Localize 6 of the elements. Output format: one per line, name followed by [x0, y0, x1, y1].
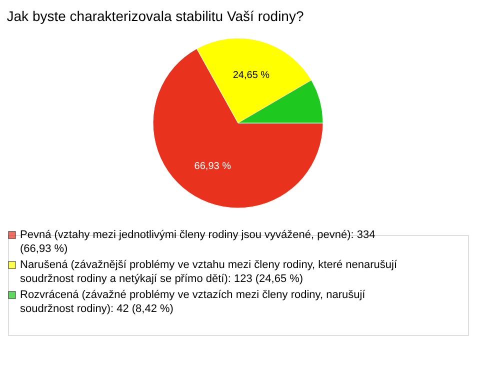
data-label: 66,93 %: [194, 161, 232, 172]
legend-label: Pevná (vztahy mezi jednotlivými členy rodiny jsou vyvážené, pevné): 334 (66,93 %): [20, 229, 376, 255]
chart-title: Jak byste charakterizovala stabilitu Vaší rodiny?: [6, 8, 304, 24]
data-label: 24,65 %: [232, 70, 270, 81]
legend-label: Narušená (závažnější problémy ve vztahu mezi členy rodiny, které nenarušují soudržnost rodiny a netýkají se přímo dětí): 123 (24,65 %): [20, 259, 398, 285]
legend-label: Rozvrácená (závažné problémy ve vztazích mezi členy rodiny, narušují soudržnost rodiny): 42 (8,42 %): [20, 289, 366, 315]
